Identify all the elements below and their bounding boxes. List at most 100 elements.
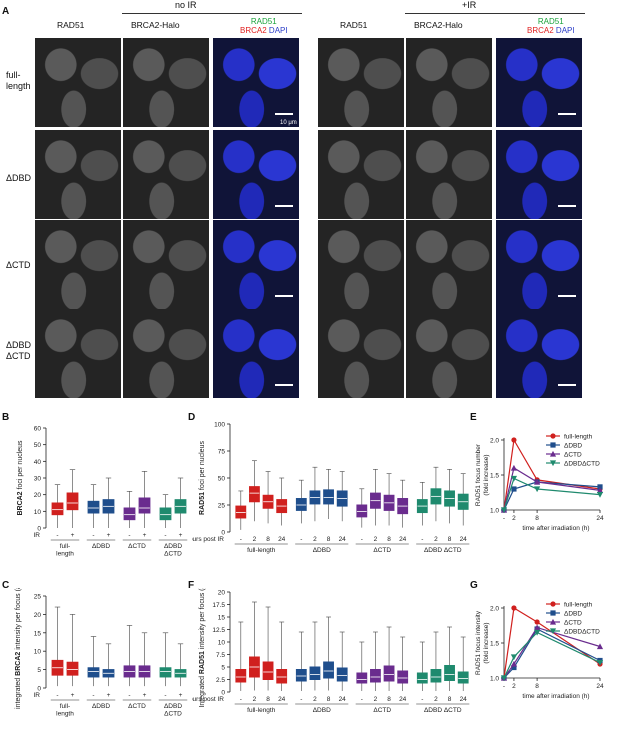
y-tick-label: 20	[34, 492, 42, 499]
gray-micrograph	[318, 38, 404, 127]
legend-label: full-length	[564, 434, 593, 441]
y-tick-label: 2.0	[490, 606, 499, 613]
merge-micrograph	[496, 309, 582, 398]
scale-bar-label: 10 μm	[280, 120, 297, 126]
marker-circle	[550, 433, 556, 439]
ir-axis-label: IR	[34, 532, 41, 539]
box	[457, 671, 469, 684]
ir-tick-label: -	[421, 536, 423, 543]
ir-tick-label: -	[92, 692, 94, 699]
group-label: full-length	[247, 547, 276, 554]
ir-tick-label: -	[361, 536, 363, 543]
scale-bar	[558, 113, 576, 115]
ir-tick-label: 24	[278, 536, 286, 543]
marker-triangle-down	[500, 507, 508, 514]
group-label: length	[56, 551, 74, 558]
chart-b-brca2-foci: 0 10 20 30 40 50 60 BRCA2 foci per nucleus - + - + -…	[17, 426, 188, 558]
group-label: full-	[60, 543, 70, 550]
y-axis-label: Integrated RAD51 intensity per focus (a.…	[199, 588, 206, 708]
x-tick-label: 2	[512, 683, 516, 690]
ir-tick-label: -	[240, 536, 242, 543]
merge-micrograph	[496, 38, 582, 127]
scale-bar	[558, 295, 576, 297]
legend-label: ΔDBD	[564, 611, 582, 618]
scale-bar	[275, 295, 293, 297]
ir-tick-label: 24	[399, 536, 407, 543]
y-tick-label: 60	[34, 426, 42, 433]
row-label-line: full-	[6, 70, 21, 80]
ir-tick-label: -	[92, 532, 94, 539]
marker-triangle-up	[534, 478, 541, 485]
scale-bar	[275, 205, 293, 207]
y-tick-label: 50	[34, 442, 42, 449]
gray-micrograph	[406, 220, 492, 309]
group-label: ΔCTD	[164, 711, 182, 718]
group-label: ΔDBD ΔCTD	[424, 547, 462, 554]
marker-triangle-down	[596, 660, 604, 666]
box	[416, 672, 428, 684]
panel-letter-d: D	[188, 412, 196, 423]
group-line-ir	[405, 13, 585, 14]
ir-tick-label: -	[421, 696, 423, 703]
y-axis-label: BRCA2 foci per nucleus	[17, 440, 24, 516]
ir-tick-label: +	[107, 692, 111, 699]
group-label: ΔDBD	[313, 547, 331, 554]
y-tick-label: 7.5	[216, 652, 225, 659]
series-line	[503, 628, 601, 679]
ir-tick-label: 2	[253, 536, 257, 543]
merge-micrograph	[213, 309, 299, 398]
box	[66, 492, 79, 511]
y-tick-label: 30	[34, 476, 42, 483]
y-tick-label: 2.5	[216, 677, 225, 684]
y-tick-label: 0	[221, 690, 225, 697]
merge-label-brca2: BRCA2	[527, 26, 554, 35]
y-tick-label: 12.5	[212, 627, 225, 634]
marker-triangle-down	[500, 675, 508, 682]
y-axis-label: (fold increase)	[483, 622, 490, 663]
group-label: ΔDBD	[92, 543, 110, 550]
group-label-no-ir: no IR	[175, 0, 197, 10]
ir-tick-label: +	[143, 692, 147, 699]
box	[383, 665, 395, 682]
panel-letter-g: G	[470, 580, 478, 591]
gray-micrograph	[35, 309, 121, 398]
legend-label: full-length	[564, 602, 593, 609]
ir-tick-label: 24	[278, 696, 286, 703]
ir-tick-label: 2	[434, 536, 438, 543]
box	[87, 667, 100, 678]
gray-micrograph	[406, 130, 492, 219]
box	[356, 672, 368, 684]
x-tick-label: 24	[596, 515, 604, 522]
box	[262, 661, 274, 680]
marker-triangle-down	[510, 654, 518, 661]
y-tick-label: 25	[34, 594, 42, 601]
y-axis-label: integrated BRCA2 intensity per focus (a.…	[15, 588, 22, 709]
group-label: ΔCTD	[373, 707, 391, 714]
ir-tick-label: 2	[374, 536, 378, 543]
ir-tick-label: -	[56, 532, 58, 539]
y-tick-label: 0	[37, 686, 41, 693]
y-tick-label: 1.0	[490, 508, 499, 515]
group-label: ΔDBD	[164, 703, 182, 710]
ir-tick-label: -	[300, 696, 302, 703]
marker-triangle-down	[549, 460, 557, 467]
box	[444, 665, 455, 681]
panel-letter-f: F	[188, 580, 195, 591]
ir-tick-label: 8	[387, 536, 391, 543]
series-line	[503, 631, 601, 679]
chart-e-rad51-focus-number: 1.0 1.5 2.0 - 2 8 24 time after irradiation (h)…	[475, 433, 604, 532]
y-tick-label: 20	[218, 590, 226, 597]
marker-square	[550, 442, 556, 448]
ir-tick-label: +	[71, 692, 75, 699]
marker-square	[511, 664, 517, 671]
group-label: ΔCTD	[128, 543, 146, 550]
ir-tick-label: -	[164, 692, 166, 699]
ir-tick-label: 8	[448, 536, 452, 543]
box	[123, 507, 136, 521]
x-tick-label: 8	[535, 515, 539, 522]
col-header-brca2-ir: BRCA2-Halo	[414, 20, 463, 30]
y-tick-label: 10	[34, 509, 42, 516]
ir-tick-label: 2	[313, 536, 317, 543]
series-line	[503, 607, 601, 679]
marker-circle	[550, 601, 556, 607]
